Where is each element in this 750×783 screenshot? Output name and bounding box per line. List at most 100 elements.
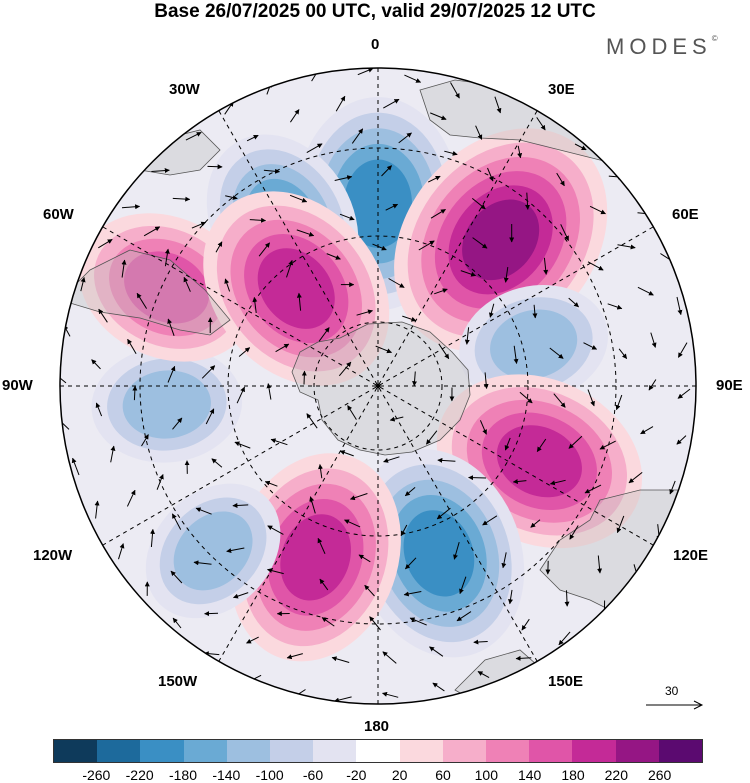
wind-vector (504, 437, 511, 451)
wind-vector (676, 435, 687, 445)
wind-vector (503, 267, 509, 283)
wind-vector (358, 554, 371, 563)
wind-vector (191, 221, 207, 229)
wind-vector (185, 131, 202, 141)
wind-vector (267, 525, 284, 535)
wind-vector (226, 547, 245, 554)
wind-vector (95, 402, 103, 417)
wind-vector (171, 513, 182, 530)
wind-vector (587, 261, 604, 271)
wind-vector (71, 457, 80, 476)
wind-vector (553, 393, 566, 408)
wind-vector (205, 408, 215, 425)
wind-vector (677, 388, 691, 399)
colorbar (53, 739, 703, 763)
wind-vector (98, 238, 113, 249)
wind-vector (118, 543, 125, 560)
wind-vector (436, 507, 451, 520)
wind-vector (372, 243, 387, 251)
wind-vector (266, 383, 272, 400)
colorbar-swatch-8 (399, 740, 443, 762)
wind-vector (215, 241, 223, 253)
colorbar-tick-label: -60 (302, 767, 324, 783)
wind-vector (349, 493, 368, 501)
lon-label-90e: 90E (716, 377, 743, 394)
wind-vector (289, 194, 308, 203)
wind-vector (616, 515, 625, 534)
wind-vector (464, 327, 470, 345)
wind-vector (263, 168, 280, 174)
colorbar-tick-label: 60 (435, 767, 451, 783)
wind-vector (167, 318, 175, 336)
wind-vector (364, 584, 375, 597)
wind-vector (252, 296, 258, 314)
wind-vector (383, 456, 400, 463)
colorbar-swatch-9 (442, 740, 487, 762)
colorbar-swatch-10 (486, 740, 530, 762)
wind-vector (306, 413, 318, 429)
wind-vector (479, 420, 487, 435)
lon-label-60e: 60E (672, 206, 699, 223)
colorbar-swatch-6 (313, 740, 357, 762)
wind-vector (238, 347, 251, 357)
wind-vector (151, 168, 170, 174)
wind-vector (618, 348, 628, 359)
colorbar-swatch-7 (356, 740, 400, 762)
wind-vector (521, 618, 530, 631)
anomaly-contour (173, 511, 253, 591)
wind-vector (369, 616, 381, 631)
wind-vector-layer (60, 68, 691, 703)
wind-vector (404, 74, 422, 83)
wind-vector (517, 145, 523, 159)
wind-vector (388, 278, 405, 288)
wind-vector (487, 167, 494, 182)
wind-vector (381, 165, 392, 177)
anomaly-contour (490, 309, 578, 380)
wind-vector (232, 502, 249, 508)
wind-vector (286, 259, 294, 278)
wind-vector (339, 213, 355, 221)
wind-vector (427, 175, 441, 183)
wind-vector (309, 496, 316, 514)
wind-vector (536, 117, 546, 131)
colorbar-swatch-3 (183, 740, 227, 762)
wind-vector (333, 696, 352, 703)
wind-vector (170, 570, 183, 584)
wind-vector (156, 474, 164, 490)
wind-vector (164, 248, 170, 267)
colorbar-tick-label: -100 (255, 767, 284, 783)
wind-vector (615, 394, 623, 411)
colorbar-tick-label: 220 (604, 767, 629, 783)
colorbar-swatch-1 (97, 740, 141, 762)
wind-vector (430, 208, 446, 219)
lon-label-180: 180 (364, 718, 390, 735)
wind-vector (267, 568, 284, 575)
lon-label-30e: 30E (548, 81, 575, 98)
south-america (60, 249, 231, 336)
colorbar-swatch-4 (226, 740, 271, 762)
colorbar-swatch-11 (529, 740, 573, 762)
wind-vector (143, 226, 161, 237)
wind-vector (558, 631, 571, 646)
anomaly-contour (124, 251, 210, 324)
wind-vector (335, 95, 346, 112)
wind-vector (475, 125, 483, 140)
wind-vector (402, 315, 417, 322)
colorbar-tick-label: -220 (125, 767, 154, 783)
anomaly-contour (403, 510, 475, 597)
colorbar-swatch-12 (572, 740, 616, 762)
wind-vector (225, 195, 238, 200)
wind-vector (234, 441, 251, 449)
wind-vector (488, 303, 495, 318)
anomaly-contour (122, 370, 211, 439)
wind-vector (584, 484, 602, 494)
anomaly-center (203, 191, 390, 386)
wind-vector (132, 385, 138, 401)
colorbar-tick-label: -260 (82, 767, 111, 783)
wind-vector (676, 296, 683, 316)
anomaly-contour (496, 425, 582, 498)
colorbar-tick-label: 180 (561, 767, 585, 783)
wind-vector (318, 464, 323, 479)
wind-vector (560, 224, 569, 241)
